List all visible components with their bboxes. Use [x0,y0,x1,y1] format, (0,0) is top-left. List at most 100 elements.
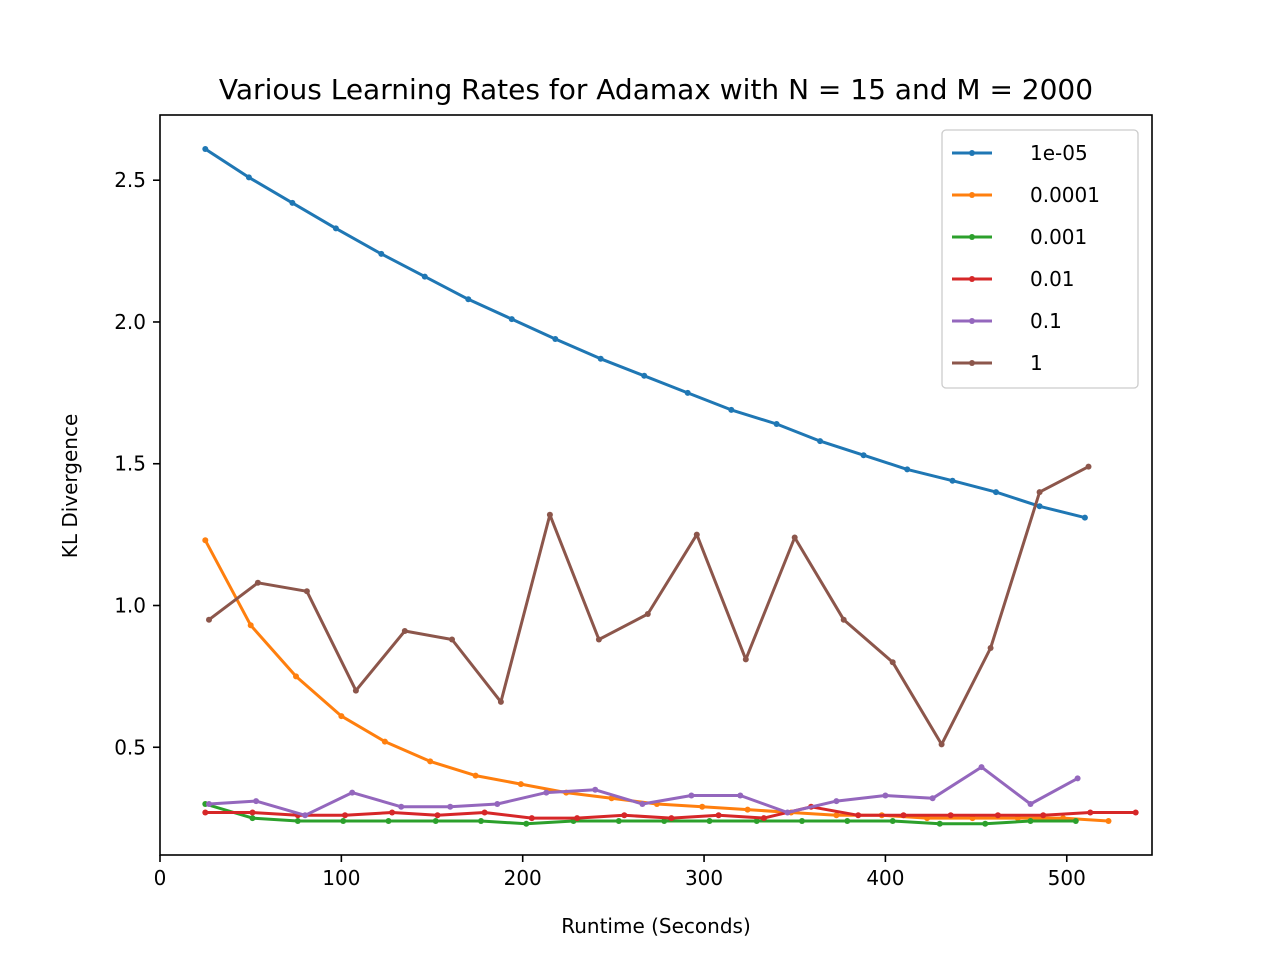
legend-box [941,129,1139,389]
series-3-point [760,815,767,822]
series-4-point [929,795,936,802]
x-axis-title: Runtime (Seconds) [561,914,751,938]
series-2-point [478,818,484,824]
plot-area [202,146,1139,827]
series-1-point [293,673,299,680]
series-5-point [987,645,994,651]
series-5-point [840,616,847,623]
series-0-point [684,389,691,396]
series-0-point [1081,514,1088,521]
series-3-point [389,809,396,816]
series-1-point [381,738,388,745]
legend-swatch-marker [969,234,975,240]
series-3-point [947,812,954,819]
series-2-point [799,818,805,824]
series-1-point [247,622,254,629]
series-2-point [844,818,851,824]
legend-item: 1e-05 [952,141,1088,165]
series-1-point [202,537,209,544]
x-tick-label: 500 [1048,866,1086,890]
series-2-point [1027,818,1034,824]
series-2-point [889,818,896,824]
series-5-point [791,534,798,541]
series-2-point [340,818,347,824]
series-2-point [706,818,713,824]
x-tick-label: 300 [685,866,723,890]
series-5-point [595,636,602,643]
series-3 [202,803,1139,822]
series-0-point [552,336,559,342]
series-1 [202,537,1112,824]
series-4-point [882,792,889,799]
series-1-point [699,803,706,810]
legend-swatch-marker [969,150,975,156]
series-5-point [693,531,700,538]
legend-swatch-marker [969,192,975,198]
series-3-point [621,812,628,819]
legend: 1e-05 0.0001 0.001 0.01 0.1 1 [941,129,1139,389]
series-0 [202,146,1088,521]
series-0-point [817,438,824,445]
series-0-point [597,355,604,362]
series-2-point [982,820,989,827]
series-3-point [668,815,675,822]
series-3-point [481,809,488,816]
series-0-point [465,296,472,303]
series-5-point [742,656,749,663]
series-2-point [523,820,530,827]
series-0-point [949,477,956,484]
series-3-point [1087,809,1094,816]
series-0-point [904,466,911,473]
series-1-point [472,772,479,779]
plot-frame [159,114,1153,856]
series-4-point [1027,801,1034,807]
series-5-point [303,588,310,595]
series-4-point [543,789,550,796]
legend-item: 0.1 [952,309,1062,333]
y-tick-label: 2.0 [114,310,146,334]
series-4-point [253,798,260,805]
series-2-point [432,818,439,824]
series-1-point [1105,818,1112,824]
series-4-point [592,786,599,793]
series-3-point [715,812,722,819]
series-4-point [737,792,744,799]
x-tick-label: 100 [322,866,360,890]
series-4-point [688,792,695,799]
chart-title: Various Learning Rates for Adamax with N… [219,73,1093,106]
series-2-point [936,820,943,827]
y-tick-label: 2.5 [114,168,146,192]
legend-label: 1e-05 [1030,141,1088,165]
legend-swatch-marker [969,360,975,366]
series-0-point [245,174,252,181]
series-4-point [447,803,454,810]
y-axis-title: KL Divergence [58,414,82,559]
series-5-point [206,616,212,623]
series-2-point [661,818,668,824]
series-2-point [753,818,760,824]
series-0-point [289,199,296,206]
series-5-point [546,511,553,518]
legend-label: 0.001 [1030,225,1087,249]
legend-label: 0.1 [1030,309,1062,333]
series-3-point [1132,809,1139,816]
series-4-point [349,789,356,796]
series-0-point [378,250,385,257]
series-0-point [332,225,339,232]
legend-label: 0.0001 [1030,183,1100,207]
series-0-point [508,316,515,323]
series-4-point [639,801,646,807]
series-3-point [249,809,256,816]
legend-label: 1 [1030,351,1043,375]
y-tick-label: 1.0 [114,593,146,617]
x-tick-label: 200 [504,866,542,890]
series-4-point [1074,775,1081,782]
series-0-point [728,406,735,413]
series-0-point [641,372,648,379]
series-3-point [855,812,862,819]
series-5-point [449,636,455,643]
y-tick-label: 0.5 [114,735,146,759]
series-3-point [342,812,348,819]
series-1-point [608,795,615,802]
